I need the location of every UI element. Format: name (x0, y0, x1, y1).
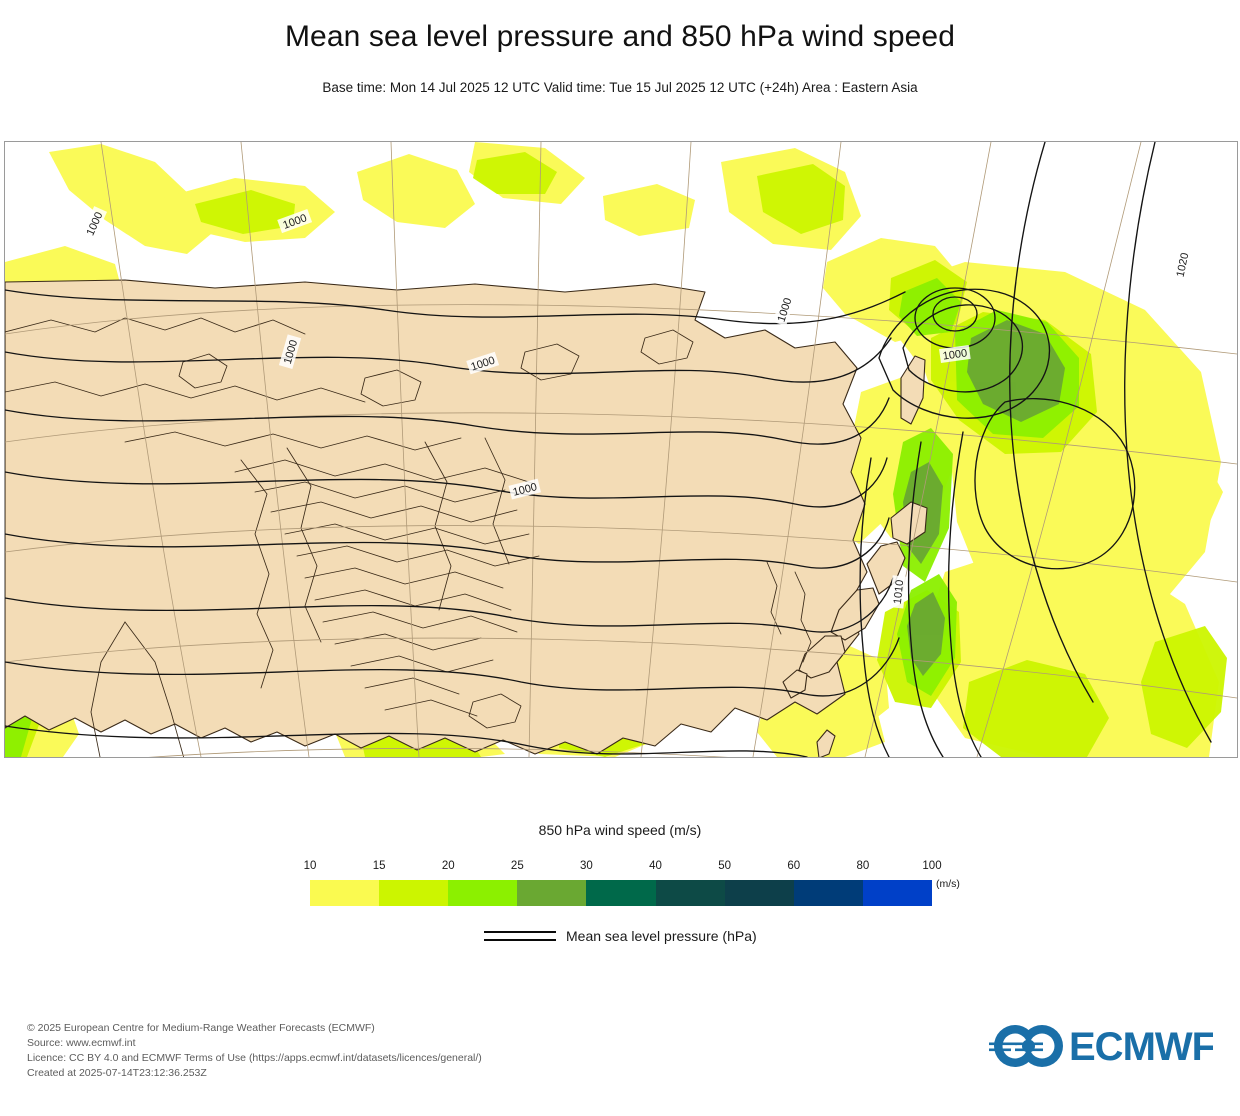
weather-map[interactable]: 1000 1000 1000 1000 1010 (5, 142, 1237, 757)
colourbar[interactable]: 10 15 20 25 30 40 50 60 80 100 (304, 860, 942, 906)
colourbar-tick-labels: 10 15 20 25 30 40 50 60 80 100 (304, 860, 942, 878)
colourbar-title: 850 hPa wind speed (m/s) (538, 822, 702, 838)
colourbar-swatch-40-50 (655, 880, 725, 906)
mslp-legend-line-icon (484, 931, 556, 943)
colourbar-swatch-20-25 (448, 880, 518, 906)
coastlines-and-borders (5, 317, 812, 757)
footer-copyright: © 2025 European Centre for Medium-Range … (27, 1022, 375, 1034)
footer-licence: Licence: CC BY 4.0 and ECMWF Terms of Us… (27, 1052, 482, 1064)
colourbar-swatch-80-100 (862, 880, 932, 906)
ecmwf-logo-mark (989, 1025, 1063, 1067)
colourbar-units: (m/s) (936, 878, 960, 890)
colourbar-swatch-10-15 (310, 880, 380, 906)
footer-text: © 2025 European Centre for Medium-Range … (27, 1021, 482, 1081)
mslp-legend: Mean sea level pressure (hPa) (484, 925, 984, 955)
ecmwf-logo-svg: ECMWF (989, 1025, 1216, 1069)
colourbar-tick-10: 10 (303, 860, 317, 872)
colourbar-tick-60: 60 (787, 860, 801, 872)
colourbar-swatch-50-60 (724, 880, 794, 906)
isobar-label: 1000 (942, 347, 968, 362)
weather-map-panel[interactable]: 1000 1000 1000 1000 1010 (4, 141, 1238, 758)
colourbar-tick-25: 25 (510, 860, 524, 872)
colourbar-tick-30: 30 (580, 860, 593, 872)
chart-subtitle: Base time: Mon 14 Jul 2025 12 UTC Valid … (322, 80, 918, 95)
colourbar-tick-40: 40 (649, 860, 662, 872)
graticule (5, 142, 1237, 757)
colourbar-tick-15: 15 (372, 860, 386, 872)
mslp-legend-label: Mean sea level pressure (hPa) (566, 928, 757, 944)
land-masses (5, 279, 928, 757)
ecmwf-logo: ECMWF (985, 1018, 1216, 1074)
mslp-isobars (5, 142, 1212, 757)
colourbar-swatch-30-40 (586, 880, 656, 906)
footer-created: Created at 2025-07-14T23:12:36.253Z (27, 1067, 207, 1079)
footer-source: Source: www.ecmwf.int (27, 1037, 136, 1049)
colourbar-block: 850 hPa wind speed (m/s) 10 15 20 25 30 40 50 6… (0, 820, 1240, 906)
colourbar-tick-50: 50 (718, 860, 732, 872)
colourbar-tick-80: 80 (856, 860, 870, 872)
isobar-label: 1010 (892, 579, 906, 605)
ecmwf-logo-text: ECMWF (1069, 1025, 1213, 1069)
isobar-label: 1020 (1175, 252, 1192, 278)
colourbar-swatch-15-20 (379, 880, 449, 906)
wind-shading-25-30 (5, 320, 1065, 676)
colourbar-swatch-60-80 (793, 880, 863, 906)
page-title: Mean sea level pressure and 850 hPa wind… (284, 20, 956, 53)
colourbar-tick-20: 20 (441, 860, 455, 872)
colourbar-swatches (310, 880, 932, 906)
colourbar-swatch-25-30 (517, 880, 587, 906)
colourbar-tick-100: 100 (922, 860, 942, 872)
isobar-label: 1000 (512, 481, 539, 499)
